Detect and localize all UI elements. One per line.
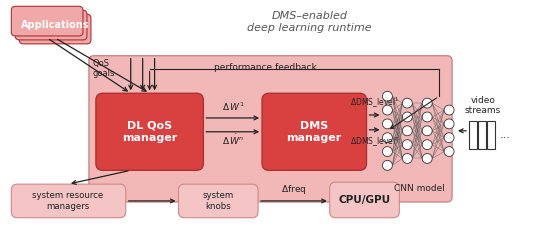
- Bar: [478, 121, 486, 149]
- Circle shape: [402, 153, 412, 164]
- Text: QoS
goals: QoS goals: [93, 59, 115, 78]
- Text: DMS–enabled: DMS–enabled: [272, 11, 348, 21]
- Text: $\Delta$DMS_level$^1$: $\Delta$DMS_level$^1$: [350, 96, 399, 110]
- Text: system
knobs: system knobs: [203, 191, 234, 211]
- Text: deep learning runtime: deep learning runtime: [248, 23, 372, 33]
- Circle shape: [382, 161, 393, 170]
- FancyBboxPatch shape: [89, 56, 452, 202]
- Circle shape: [422, 126, 432, 136]
- Circle shape: [444, 133, 454, 143]
- Circle shape: [422, 140, 432, 150]
- Circle shape: [422, 153, 432, 164]
- FancyBboxPatch shape: [15, 10, 87, 40]
- Circle shape: [444, 105, 454, 115]
- FancyBboxPatch shape: [262, 93, 367, 170]
- Circle shape: [382, 91, 393, 101]
- Circle shape: [444, 119, 454, 129]
- Circle shape: [382, 105, 393, 115]
- FancyBboxPatch shape: [96, 93, 203, 170]
- Bar: [469, 121, 477, 149]
- FancyBboxPatch shape: [179, 184, 258, 218]
- Text: DMS
manager: DMS manager: [286, 121, 342, 143]
- Text: CPU/GPU: CPU/GPU: [338, 195, 390, 205]
- Circle shape: [382, 147, 393, 156]
- Text: video
streams: video streams: [465, 95, 501, 115]
- Circle shape: [402, 98, 412, 108]
- Text: $\Delta\,W^1$: $\Delta\,W^1$: [222, 101, 244, 113]
- Text: DL QoS
manager: DL QoS manager: [122, 121, 177, 143]
- Text: ...: ...: [500, 130, 511, 140]
- Circle shape: [402, 112, 412, 122]
- FancyBboxPatch shape: [11, 6, 83, 36]
- Circle shape: [382, 133, 393, 143]
- Circle shape: [382, 119, 393, 129]
- Circle shape: [422, 112, 432, 122]
- Circle shape: [444, 147, 454, 156]
- Circle shape: [402, 126, 412, 136]
- Text: performance feedback: performance feedback: [213, 63, 317, 72]
- Text: $\Delta$DMS_level$^n$: $\Delta$DMS_level$^n$: [350, 135, 399, 147]
- Circle shape: [422, 98, 432, 108]
- FancyBboxPatch shape: [20, 14, 91, 44]
- Text: system resource
managers: system resource managers: [33, 191, 104, 211]
- FancyBboxPatch shape: [330, 182, 399, 218]
- FancyBboxPatch shape: [11, 184, 126, 218]
- Bar: [487, 121, 495, 149]
- Circle shape: [402, 140, 412, 150]
- Text: $\Delta\,\dot{W}^n$: $\Delta\,\dot{W}^n$: [222, 133, 244, 147]
- Text: $\Delta$freq: $\Delta$freq: [281, 183, 307, 196]
- Text: Applications: Applications: [21, 20, 90, 30]
- Text: CNN model: CNN model: [394, 184, 445, 193]
